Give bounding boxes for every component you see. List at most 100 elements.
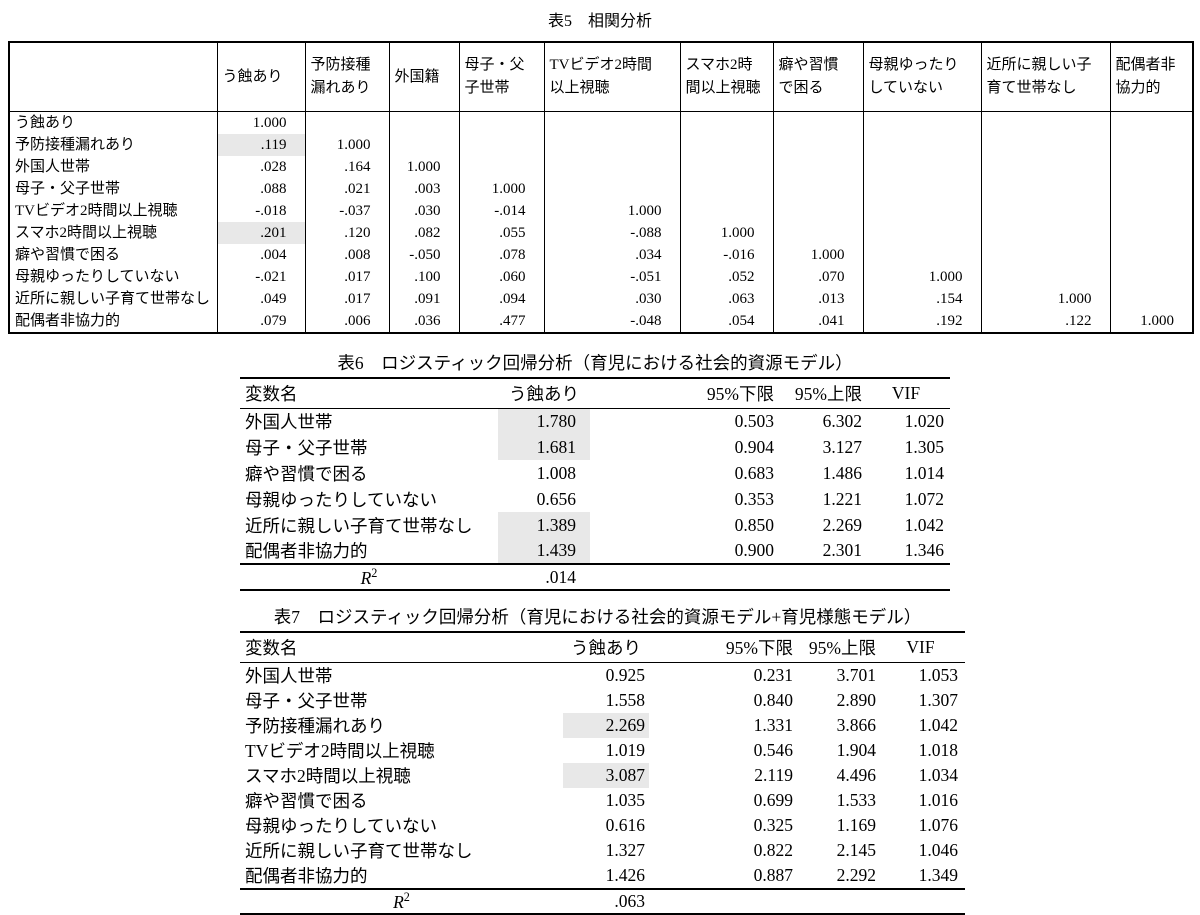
vif-cell: 1.076 — [918, 814, 958, 835]
corr-cell: -.037 — [304, 199, 390, 222]
table-row: 予防接種漏れあり .119 1.000 — [8, 133, 1194, 156]
corr-cell: .017 — [304, 265, 390, 288]
vif-cell: 1.020 — [904, 410, 944, 431]
table-row: う蝕あり 1.000 — [8, 111, 1194, 134]
row-label: 外国人世帯 — [245, 411, 333, 432]
corr-cell: .079 — [216, 309, 306, 333]
table6-title: 表6 ロジスティック回帰分析（育児における社会的資源モデル） — [337, 353, 853, 373]
vif-cell: 1.305 — [904, 436, 944, 457]
empty-cell — [876, 887, 965, 915]
corr-cell: .063 — [679, 287, 774, 310]
r-exponent: 2 — [371, 565, 378, 580]
corr-cell — [679, 177, 774, 200]
row-label: スマホ2時間以上視聴 — [245, 765, 411, 786]
col-header-or: う蝕あり — [498, 377, 590, 409]
ci-upper-cell: 3.701 — [836, 664, 876, 685]
col-header-ci-upper: 95%上限 — [774, 377, 862, 409]
or-cell: 0.656 — [536, 488, 576, 509]
table-row: 近所に親しい子育て世帯なし .049 .017 .091 .094 .030 .… — [8, 287, 1194, 310]
corr-cell — [980, 155, 1111, 178]
corr-cell — [543, 111, 681, 134]
r-exponent: 2 — [403, 889, 410, 904]
vif-cell: 1.307 — [918, 689, 958, 710]
corr-cell — [862, 243, 982, 266]
ci-lower-cell: 0.503 — [734, 410, 774, 431]
vif-cell: 1.014 — [904, 462, 944, 483]
corr-cell — [543, 155, 681, 178]
or-cell: 0.616 — [605, 814, 645, 835]
corr-cell: 1.000 — [216, 111, 306, 134]
r-squared-label: R2 — [240, 563, 498, 591]
col-header: TVビデオ2時間 以上視聴 — [543, 41, 681, 112]
table-row: スマホ2時間以上視聴 .201 .120 .082 .055 -.088 1.0… — [8, 221, 1194, 244]
corr-cell — [679, 199, 774, 222]
corr-cell: .164 — [304, 155, 390, 178]
corr-cell — [980, 177, 1111, 200]
corr-cell: .154 — [862, 287, 982, 310]
r-squared-row: R2 .014 — [240, 563, 950, 591]
vif-cell: 1.349 — [918, 864, 958, 885]
row-label: 母親ゆったりしていない — [245, 489, 437, 510]
corr-cell — [458, 133, 545, 156]
corr-cell: 1.000 — [862, 265, 982, 288]
table-row: 母親ゆったりしていない -.021 .017 .100 .060 -.051 .… — [8, 265, 1194, 288]
vif-cell: 1.046 — [918, 839, 958, 860]
col-header: 癖や習慣 で困る — [772, 41, 864, 112]
col-header-ci-upper: 95%上限 — [793, 631, 876, 663]
corr-cell — [980, 133, 1111, 156]
ci-lower-cell: 2.119 — [754, 764, 793, 785]
corr-cell: -.048 — [543, 309, 681, 333]
ci-lower-cell: 0.546 — [753, 739, 793, 760]
corr-cell — [980, 265, 1111, 288]
col-header-variable: 変数名 — [240, 377, 498, 409]
r-squared-label: R2 — [240, 887, 563, 915]
spacer-cell — [590, 486, 692, 512]
logistic-regression-table-social: 変数名 う蝕あり 95%下限 95%上限 VIF 外国人世帯 1.780 0.5… — [240, 377, 950, 591]
corr-cell: .052 — [679, 265, 774, 288]
corr-cell — [772, 199, 864, 222]
corr-cell — [862, 133, 982, 156]
table7-title: 表7 ロジスティック回帰分析（育児における社会的資源モデル+育児様態モデル） — [273, 607, 922, 627]
row-label: 癖や習慣で困る — [245, 790, 368, 811]
row-label: 外国人世帯 — [8, 155, 218, 178]
ci-upper-cell: 4.496 — [836, 764, 876, 785]
corr-cell — [388, 111, 460, 134]
ci-upper-cell: 1.221 — [822, 488, 862, 509]
table-row: TVビデオ2時間以上視聴 1.019 0.546 1.904 1.018 — [240, 738, 965, 763]
spacer-cell — [590, 434, 692, 460]
vif-cell: 1.072 — [904, 488, 944, 509]
or-cell-highlighted: 1.681 — [498, 434, 590, 460]
table-row: 母子・父子世帯 .088 .021 .003 1.000 — [8, 177, 1194, 200]
or-cell: 1.008 — [536, 462, 576, 483]
table-row: 外国人世帯 1.780 0.503 6.302 1.020 — [240, 408, 950, 434]
empty-cell — [711, 887, 793, 915]
empty-cell — [649, 887, 711, 915]
table-row: 癖や習慣で困る 1.008 0.683 1.486 1.014 — [240, 460, 950, 486]
or-cell-highlighted: 1.389 — [498, 512, 590, 538]
table-row: 近所に親しい子育て世帯なし 1.389 0.850 2.269 1.042 — [240, 512, 950, 538]
spacer-cell — [649, 763, 711, 788]
corr-cell: .070 — [772, 265, 864, 288]
corr-cell-highlighted: .119 — [216, 133, 306, 156]
corr-cell: .036 — [388, 309, 460, 333]
corner-cell — [8, 41, 218, 112]
corr-cell — [1109, 243, 1194, 266]
ci-upper-cell: 2.269 — [822, 514, 862, 535]
spacer-cell — [590, 408, 692, 434]
table-row: 母親ゆったりしていない 0.616 0.325 1.169 1.076 — [240, 813, 965, 838]
row-label: 予防接種漏れあり — [8, 133, 218, 156]
r-symbol: R — [393, 891, 404, 912]
row-label: 母子・父子世帯 — [245, 690, 368, 711]
ci-lower-cell: 0.900 — [734, 540, 774, 560]
col-header: 配偶者非 協力的 — [1109, 41, 1194, 112]
col-header-vif: VIF — [876, 631, 965, 663]
col-header-or: う蝕あり — [563, 631, 649, 663]
ci-lower-cell: 0.353 — [734, 488, 774, 509]
corr-cell: .017 — [304, 287, 390, 310]
r-symbol: R — [360, 567, 372, 588]
logistic-regression-table-combined: 変数名 う蝕あり 95%下限 95%上限 VIF 外国人世帯 0.925 0.2… — [240, 631, 965, 915]
corr-cell — [862, 111, 982, 134]
spacer-cell — [649, 813, 711, 838]
row-label: 配偶者非協力的 — [8, 309, 218, 333]
spacer-cell — [649, 631, 711, 663]
